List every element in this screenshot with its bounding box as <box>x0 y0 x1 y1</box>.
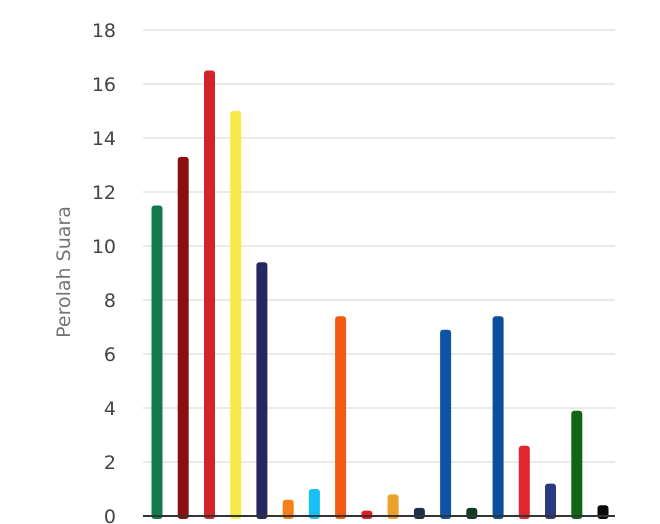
bar <box>440 329 452 519</box>
y-axis-ticks: 0 2 4 6 8 10 12 14 16 18 <box>92 20 116 524</box>
bar <box>413 507 425 519</box>
bar <box>177 156 189 519</box>
bar <box>545 483 556 519</box>
bar <box>571 410 583 519</box>
y-tick-label: 16 <box>92 74 116 96</box>
bar <box>282 499 294 519</box>
bar <box>256 262 268 519</box>
bar <box>492 316 504 519</box>
bar <box>387 494 399 519</box>
bar <box>230 111 242 519</box>
bars <box>151 70 609 519</box>
y-tick-label: 14 <box>92 128 116 150</box>
y-tick-label: 0 <box>104 506 116 524</box>
y-tick-label: 12 <box>92 182 116 204</box>
y-tick-label: 2 <box>104 452 116 474</box>
bar <box>204 70 215 519</box>
bar <box>466 507 478 519</box>
bar <box>335 316 347 519</box>
y-tick-label: 6 <box>104 344 116 366</box>
y-tick-label: 18 <box>92 20 116 42</box>
bar <box>361 510 373 519</box>
y-tick-label: 4 <box>104 398 116 420</box>
bar <box>518 445 530 519</box>
y-axis-title: Perolah Suara <box>53 206 75 338</box>
bar <box>308 489 320 519</box>
y-tick-label: 10 <box>92 236 116 258</box>
bar <box>151 205 163 519</box>
y-tick-label: 8 <box>104 290 116 312</box>
gridlines <box>143 29 615 463</box>
